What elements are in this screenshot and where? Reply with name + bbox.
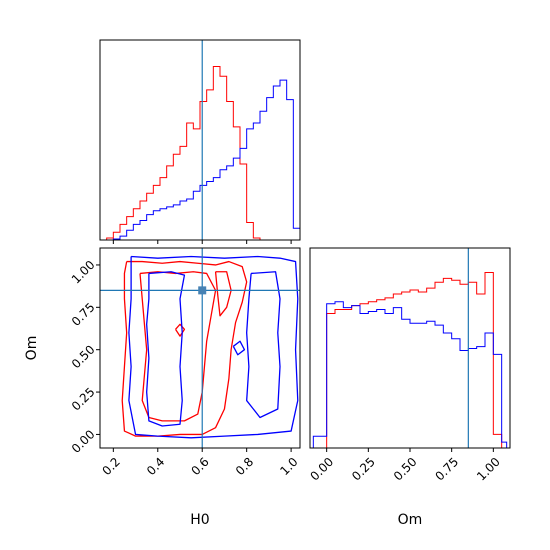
h0-axis-label: H0 xyxy=(190,512,209,528)
h0-xtick-label: 0.4 xyxy=(144,455,167,478)
om-ytick-label: 0.00 xyxy=(69,427,98,456)
h0-hist-series-blue xyxy=(100,79,301,241)
om-ytick-label: 1.00 xyxy=(69,258,98,287)
h0-xtick-label: 0.6 xyxy=(188,455,211,478)
om-hist-xtick-label: 0.00 xyxy=(307,455,336,484)
om-ytick-label: 0.25 xyxy=(69,385,98,414)
h0-histogram-panel xyxy=(99,39,301,244)
om-ytick-label: 0.75 xyxy=(69,300,98,329)
om-hist-xtick-label: 0.25 xyxy=(349,455,378,484)
contour-frame xyxy=(99,247,301,449)
om-hist-axis-label: Om xyxy=(398,512,423,528)
om-hist-xtick-label: 0.50 xyxy=(391,455,420,484)
h0-xtick-label: 1.0 xyxy=(277,455,300,478)
contour-red-1 xyxy=(139,271,217,422)
h0-xtick-label: 0.8 xyxy=(233,455,256,478)
om-ytick-label: 0.50 xyxy=(69,342,98,371)
contour-blue-1 xyxy=(146,271,186,427)
contour-blue-2 xyxy=(246,271,281,419)
om-hist-xtick-label: 1.00 xyxy=(474,455,503,484)
h0-xtick-label: 0.2 xyxy=(100,455,123,478)
om-hist-series-red xyxy=(313,272,507,449)
om-hist-series-blue xyxy=(312,301,508,448)
truth-marker xyxy=(198,286,207,295)
om-hist-frame xyxy=(309,247,511,449)
om-histogram-panel: 0.00 0.25 0.50 0.75 1.00 xyxy=(307,247,511,484)
contour-blue-3 xyxy=(232,340,246,356)
contour-red-0 xyxy=(121,260,248,437)
om-hist-xtick-label: 0.75 xyxy=(432,455,461,484)
h0-hist-frame xyxy=(99,39,301,241)
contour-red-3 xyxy=(175,323,186,337)
h0-om-contour-panel: 0.2 0.4 0.6 0.8 1.0 0.00 0.25 0.50 0.75 1.00 xyxy=(69,247,301,478)
contour-red-2 xyxy=(214,271,232,317)
h0-hist-series-red xyxy=(100,65,300,241)
om-axis-label: Om xyxy=(24,336,40,361)
contour-blue-0 xyxy=(128,255,299,439)
